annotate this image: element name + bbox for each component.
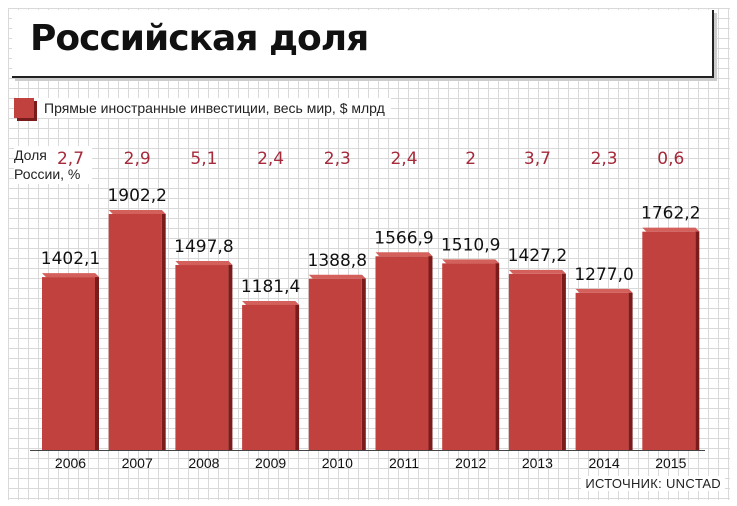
legend-label: Прямые иностранные инвестиции, весь мир,… xyxy=(44,100,385,116)
year-label: 2012 xyxy=(455,455,486,471)
russia-share-label: 2,4 xyxy=(390,149,417,169)
russia-share-label: 5,1 xyxy=(190,149,217,169)
year-label: 2007 xyxy=(122,455,153,471)
source-label: ИСТОЧНИК: UNCTAD xyxy=(581,476,725,491)
value-label: 1497,8 xyxy=(174,237,233,257)
russia-share-label: 2 xyxy=(465,149,476,169)
year-label: 2014 xyxy=(589,455,620,471)
value-label: 1762,2 xyxy=(641,204,700,224)
bar-shadow xyxy=(161,210,166,450)
bar xyxy=(108,214,162,450)
bar-top-edge xyxy=(508,269,566,274)
russia-share-label: 2,7 xyxy=(57,149,84,169)
year-label: 2013 xyxy=(522,455,553,471)
bar-shadow xyxy=(95,273,99,450)
year-label: 2011 xyxy=(389,455,419,471)
value-label: 1277,0 xyxy=(574,265,633,285)
bar xyxy=(642,231,696,450)
legend: Прямые иностранные инвестиции, весь мир,… xyxy=(14,98,391,118)
value-label: 1566,9 xyxy=(374,228,433,248)
russia-share-label: 2,3 xyxy=(591,149,618,169)
title-band xyxy=(12,10,714,78)
year-label: 2010 xyxy=(322,455,353,471)
bar xyxy=(375,256,429,450)
bar xyxy=(175,265,229,450)
year-label: 2008 xyxy=(188,455,219,471)
russia-share-label: 2,4 xyxy=(257,149,284,169)
bar-shadow xyxy=(295,300,300,450)
legend-swatch xyxy=(14,98,34,118)
bar-shadow xyxy=(628,288,633,450)
bar-top-edge xyxy=(375,252,433,257)
chart-title: Российская доля xyxy=(30,18,369,59)
russia-share-caption: Доля России, % xyxy=(14,146,92,184)
bar-shadow xyxy=(495,259,500,450)
bar-top-edge xyxy=(242,300,300,305)
bar-shadow xyxy=(695,227,700,450)
bar xyxy=(242,304,296,450)
bar-top-edge xyxy=(308,274,366,279)
year-label: 2009 xyxy=(255,455,286,471)
bar-top-edge xyxy=(642,227,700,232)
value-label: 1402,1 xyxy=(41,249,100,269)
bar-top-edge xyxy=(175,261,233,266)
bar-top-edge xyxy=(108,210,166,214)
bar xyxy=(42,277,95,450)
value-label: 1181,4 xyxy=(241,277,300,297)
russia-share-label: 0,6 xyxy=(657,149,684,169)
bar xyxy=(575,292,629,450)
value-label: 1388,8 xyxy=(308,251,367,271)
bar-top-edge xyxy=(42,273,99,278)
bar-top-edge xyxy=(442,259,500,264)
bar xyxy=(308,278,362,450)
bar-shadow xyxy=(428,252,433,450)
russia-share-label: 2,9 xyxy=(124,149,151,169)
bar-top-edge xyxy=(575,288,633,293)
value-label: 1510,9 xyxy=(441,235,500,255)
value-label: 1902,2 xyxy=(107,186,166,206)
bar xyxy=(508,273,562,450)
value-label: 1427,2 xyxy=(508,246,567,266)
year-label: 2015 xyxy=(655,455,686,471)
bar-shadow xyxy=(561,269,566,450)
year-label: 2006 xyxy=(55,455,86,471)
russia-share-label: 3,7 xyxy=(524,149,551,169)
russia-share-label: 2,3 xyxy=(324,149,351,169)
bar xyxy=(442,263,496,450)
bar-shadow xyxy=(361,274,366,450)
bar-shadow xyxy=(228,261,233,450)
